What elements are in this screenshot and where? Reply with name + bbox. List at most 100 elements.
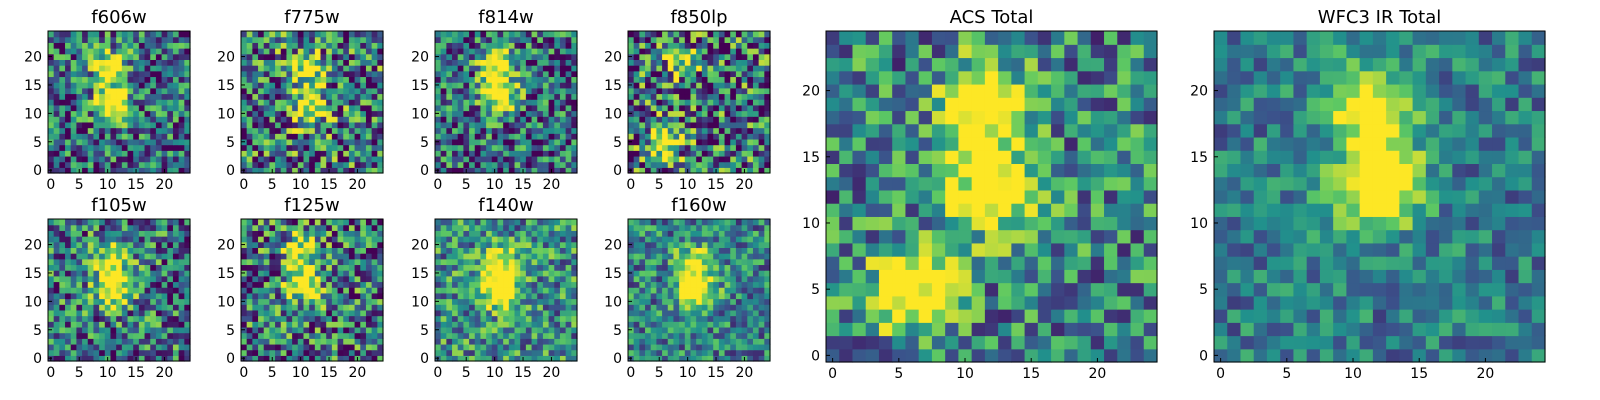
heatmap-cell [87, 53, 95, 60]
heatmap-cell [70, 224, 77, 231]
heatmap-cell [673, 349, 680, 356]
axes-frame [627, 30, 771, 174]
heatmap-cell [365, 355, 373, 362]
heatmap-cell [269, 53, 276, 60]
heatmap-cell [241, 343, 248, 351]
heatmap-cell [337, 150, 344, 157]
heatmap-cell [696, 155, 703, 163]
heatmap-cell [280, 253, 288, 260]
heatmap-cell [718, 31, 726, 38]
heatmap-cell [503, 298, 510, 305]
heatmap-cell [309, 236, 316, 243]
heatmap-cell [463, 99, 470, 106]
heatmap-cell [684, 270, 692, 277]
heatmap-cell [503, 42, 510, 49]
heatmap-cell [446, 167, 453, 174]
heatmap-cell [662, 338, 669, 345]
heatmap-cell [452, 144, 459, 151]
heatmap-cell [758, 349, 765, 356]
heatmap-cell [542, 116, 550, 123]
heatmap-cell [377, 253, 384, 260]
heatmap-cell [713, 53, 720, 60]
heatmap-cell [565, 82, 572, 89]
heatmap-cell [701, 53, 709, 60]
heatmap-cell [99, 116, 106, 123]
heatmap-cell [520, 82, 527, 89]
heatmap-cell [70, 116, 77, 123]
heatmap-cell [645, 138, 652, 146]
heatmap-cell [246, 48, 253, 55]
heatmap-cell [491, 224, 499, 231]
heatmap-cell [297, 99, 305, 106]
heatmap-cell [252, 150, 259, 157]
heatmap-cell [155, 167, 163, 174]
heatmap-cell [525, 281, 533, 288]
heatmap-cell [252, 275, 259, 283]
heatmap-cell [554, 275, 561, 283]
heatmap-cell [724, 65, 731, 72]
heatmap-cell [337, 355, 344, 362]
heatmap-cell [377, 281, 384, 288]
heatmap-cell [554, 230, 561, 237]
heatmap-cell [269, 87, 276, 95]
heatmap-cell [531, 321, 538, 328]
heatmap-cell [161, 275, 168, 283]
heatmap-cell [571, 31, 578, 38]
heatmap-cell [730, 292, 737, 300]
heatmap-cell [503, 349, 510, 356]
heatmap-cell [486, 53, 493, 60]
heatmap-cell [633, 321, 640, 328]
heatmap-cell [701, 36, 709, 43]
heatmap-cell [747, 138, 754, 146]
heatmap-cell [309, 87, 316, 95]
heatmap-cell [724, 321, 731, 328]
heatmap-cell [707, 332, 714, 339]
heatmap-cell [684, 281, 692, 288]
heatmap-cell [554, 292, 561, 300]
heatmap-cell [741, 144, 748, 151]
heatmap-cell [537, 110, 544, 117]
heatmap-cell [354, 121, 361, 129]
heatmap-cell [82, 326, 89, 334]
heatmap-cell [348, 241, 356, 248]
heatmap-cell [371, 42, 378, 49]
heatmap-cell [650, 31, 657, 38]
heatmap-cell [87, 31, 95, 38]
heatmap-cell [531, 70, 538, 78]
heatmap-cell [104, 70, 112, 78]
heatmap-cell [480, 315, 487, 322]
heatmap-cell [559, 110, 567, 117]
heatmap-cell [326, 304, 333, 311]
heatmap-cell [320, 127, 327, 134]
heatmap-cell [639, 150, 646, 157]
heatmap-cell [718, 121, 726, 129]
heatmap-cell [525, 309, 533, 317]
heatmap-cell [178, 36, 185, 43]
heatmap-cell [258, 104, 265, 112]
heatmap-cell [474, 36, 482, 43]
heatmap-cell [360, 321, 367, 328]
heatmap-cell [508, 298, 516, 305]
heatmap-cell [371, 230, 378, 237]
heatmap-cell [320, 155, 327, 163]
heatmap-cell [730, 287, 737, 294]
heatmap-cell [542, 321, 550, 328]
heatmap-cell [184, 116, 191, 123]
heatmap-cell [53, 332, 60, 339]
heatmap-cell [747, 99, 754, 106]
heatmap-cell [542, 48, 550, 55]
heatmap-cell [480, 121, 487, 129]
heatmap-cell [70, 321, 77, 328]
heatmap-cell [76, 258, 83, 266]
heatmap-cell [377, 247, 384, 254]
heatmap-cell [59, 298, 66, 305]
heatmap-cell [326, 332, 333, 339]
heatmap-cell [65, 99, 72, 106]
heatmap-cell [286, 264, 293, 271]
heatmap-cell [48, 104, 55, 112]
heatmap-cell [99, 236, 106, 243]
heatmap-cell [184, 93, 191, 100]
heatmap-cell [548, 99, 555, 106]
heatmap-cell [554, 110, 561, 117]
heatmap-cell [503, 116, 510, 123]
